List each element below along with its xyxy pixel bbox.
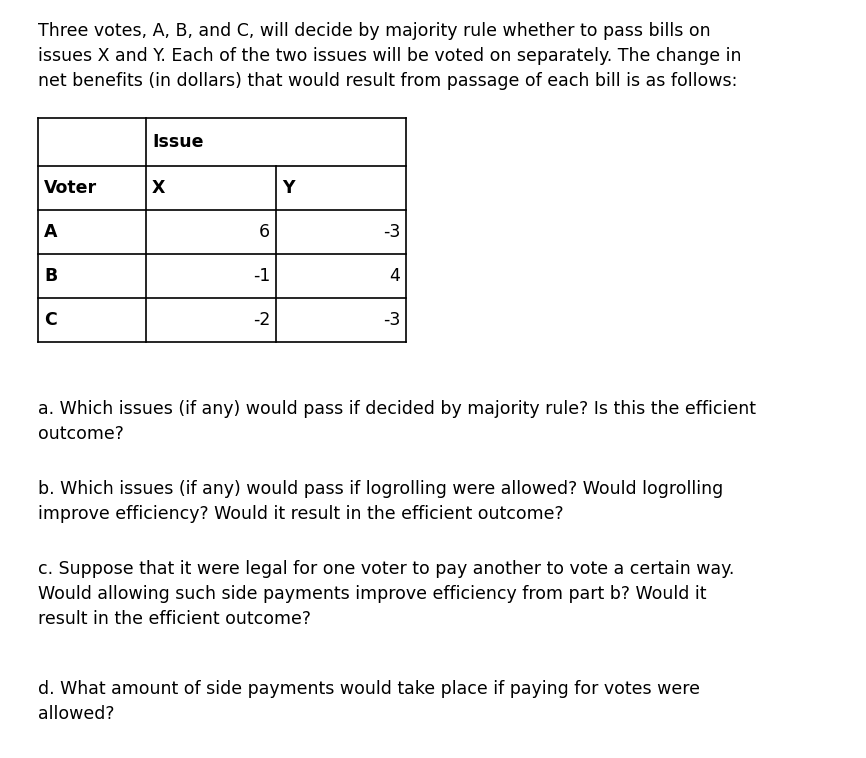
Text: c. Suppose that it were legal for one voter to pay another to vote a certain way: c. Suppose that it were legal for one vo… xyxy=(38,560,734,628)
Text: b. Which issues (if any) would pass if logrolling were allowed? Would logrolling: b. Which issues (if any) would pass if l… xyxy=(38,480,723,523)
Text: X: X xyxy=(152,179,165,197)
Text: -1: -1 xyxy=(253,267,270,285)
Text: Issue: Issue xyxy=(152,133,204,151)
Text: a. Which issues (if any) would pass if decided by majority rule? Is this the eff: a. Which issues (if any) would pass if d… xyxy=(38,400,756,443)
Text: Three votes, A, B, and C, will decide by majority rule whether to pass bills on
: Three votes, A, B, and C, will decide by… xyxy=(38,22,741,90)
Text: Y: Y xyxy=(282,179,294,197)
Text: 4: 4 xyxy=(389,267,400,285)
Text: d. What amount of side payments would take place if paying for votes were
allowe: d. What amount of side payments would ta… xyxy=(38,680,700,723)
Text: -3: -3 xyxy=(383,223,400,241)
Text: 6: 6 xyxy=(259,223,270,241)
Text: C: C xyxy=(44,311,57,329)
Text: B: B xyxy=(44,267,57,285)
Text: Voter: Voter xyxy=(44,179,97,197)
Text: A: A xyxy=(44,223,57,241)
Text: -2: -2 xyxy=(253,311,270,329)
Text: -3: -3 xyxy=(383,311,400,329)
